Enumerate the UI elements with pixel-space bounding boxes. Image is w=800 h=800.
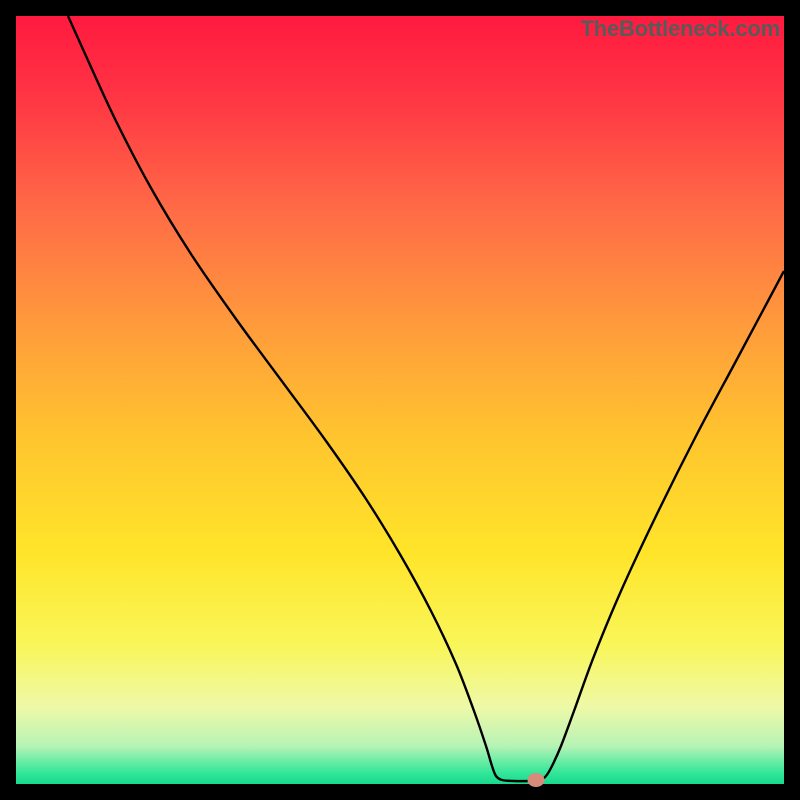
plot-area: TheBottleneck.com — [16, 16, 784, 784]
attribution-text: TheBottleneck.com — [580, 16, 780, 42]
plot-svg — [16, 16, 784, 784]
gradient-background — [16, 16, 784, 784]
optimum-marker — [528, 773, 545, 787]
chart-frame: TheBottleneck.com — [0, 0, 800, 800]
